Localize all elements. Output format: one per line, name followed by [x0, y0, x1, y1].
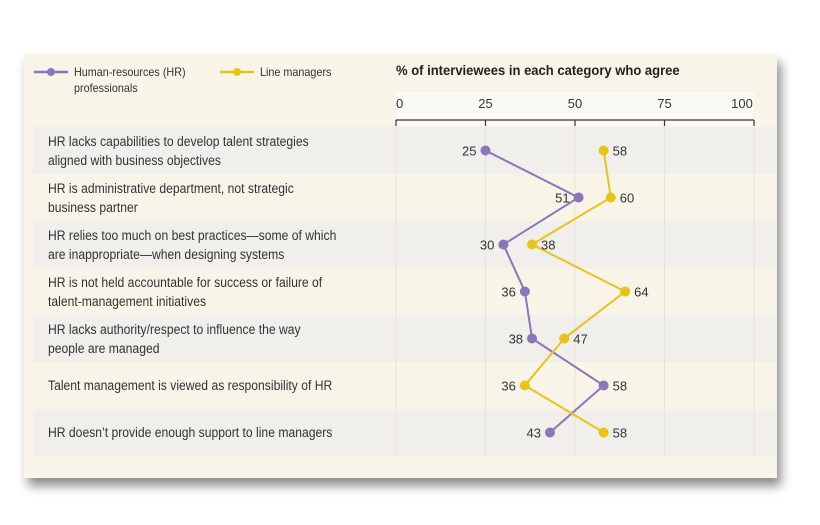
tick-label: 75 — [657, 96, 671, 111]
data-point — [598, 380, 609, 391]
category-row — [33, 315, 777, 362]
category-label: HR doesn’t provide enough support to lin… — [48, 425, 333, 440]
data-point — [544, 427, 555, 438]
category-row — [33, 221, 777, 268]
data-label: 38 — [509, 332, 523, 347]
data-label: 43 — [526, 426, 540, 441]
data-point — [605, 192, 616, 203]
data-point — [598, 145, 609, 156]
data-point — [620, 286, 631, 297]
data-point — [519, 286, 530, 297]
category-label: HR relies too much on best practices—som… — [48, 227, 337, 262]
data-point — [559, 333, 570, 344]
data-label: 58 — [613, 426, 627, 441]
data-label: 25 — [462, 144, 476, 159]
tick-label: 100 — [731, 96, 753, 111]
tick-label: 50 — [568, 96, 582, 111]
category-label: HR lacks authority/respect to influence … — [48, 321, 301, 356]
data-point — [598, 427, 609, 438]
category-label: HR is administrative department, not str… — [48, 180, 294, 215]
legend-marker — [233, 68, 241, 76]
legend-label: Line managers — [260, 65, 332, 79]
data-label: 36 — [501, 285, 515, 300]
data-label: 47 — [573, 332, 587, 347]
data-label: 64 — [634, 285, 648, 300]
category-label: Talent management is viewed as responsib… — [48, 378, 333, 393]
data-point — [573, 192, 584, 203]
data-point — [527, 333, 538, 344]
legend-marker — [47, 68, 55, 76]
data-label: 58 — [613, 144, 627, 159]
legend-label: Human-resources (HR) professionals — [74, 65, 186, 95]
category-row — [33, 127, 777, 174]
data-point — [519, 380, 530, 391]
data-label: 60 — [620, 191, 634, 206]
data-point — [527, 239, 538, 250]
data-point — [480, 145, 491, 156]
tick-label: 25 — [478, 96, 492, 111]
category-label: HR is not held accountable for success o… — [48, 274, 323, 309]
data-label: 30 — [480, 238, 494, 253]
data-label: 38 — [541, 238, 555, 253]
data-point — [498, 239, 509, 250]
chart-title: % of interviewees in each category who a… — [396, 62, 680, 78]
tick-label: 0 — [396, 96, 403, 111]
category-row — [33, 409, 777, 456]
data-label: 58 — [613, 379, 627, 394]
data-label: 51 — [555, 191, 569, 206]
category-label: HR lacks capabilities to develop talent … — [48, 133, 309, 168]
data-label: 36 — [501, 379, 515, 394]
